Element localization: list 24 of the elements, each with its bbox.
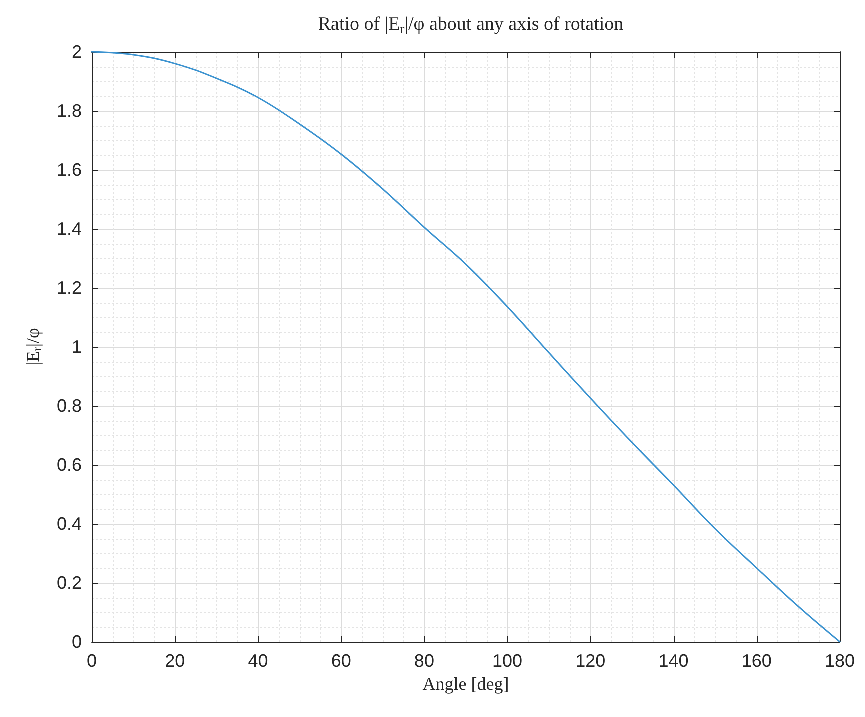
y-tick-label: 0.8 — [56, 396, 82, 416]
y-tick-label: 1 — [72, 337, 82, 357]
y-tick-label: 2 — [72, 42, 82, 62]
y-tick-label: 1.8 — [56, 101, 82, 121]
line-series — [91, 51, 841, 643]
y-tick-label: 0.4 — [56, 514, 82, 534]
x-tick-label: 160 — [742, 651, 772, 671]
y-tick-label: 0.6 — [56, 455, 82, 475]
x-tick-label: 60 — [331, 651, 352, 671]
x-tick-label: 180 — [824, 651, 856, 671]
x-tick-label: 100 — [492, 651, 523, 671]
y-tick-label: 1.2 — [56, 278, 82, 298]
y-tick-label: 1.4 — [56, 219, 82, 239]
y-tick-label: 0 — [72, 632, 82, 652]
x-tick-label: 120 — [576, 651, 606, 671]
x-tick-label: 0 — [86, 651, 98, 671]
x-axis-title: Angle [deg] — [422, 674, 510, 694]
x-tick-label: 20 — [165, 651, 186, 671]
y-tick-label: 0.2 — [56, 573, 82, 593]
x-tick-label: 140 — [658, 651, 689, 671]
x-tick-label: 80 — [414, 651, 434, 671]
x-tick-label: 40 — [248, 651, 268, 671]
y-tick-label: 1.6 — [56, 160, 82, 180]
y-axis-title: |Er|/φ — [23, 328, 44, 366]
